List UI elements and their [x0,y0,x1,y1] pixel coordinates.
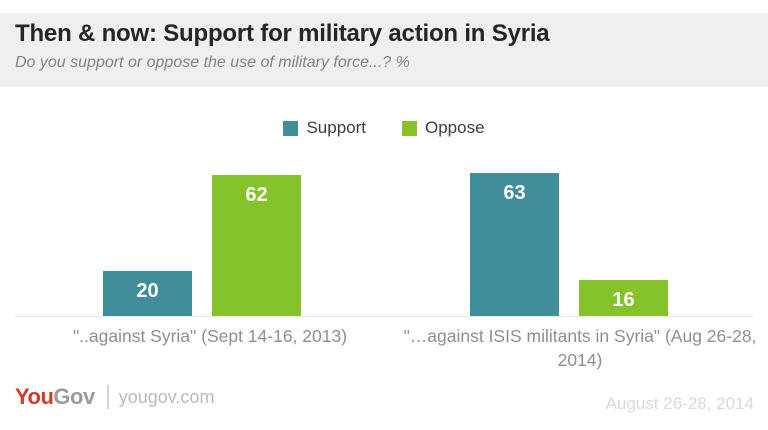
logo-site-text: yougov.com [118,386,215,407]
logo-you-text: You [15,384,54,409]
x-axis-label-2013: "..against Syria" (Sept 14-16, 2013) [72,326,348,346]
page-title: Then & now: Support for military action … [15,20,550,47]
bar-support-2014: 63 [470,173,559,316]
support-swatch-icon [283,120,299,136]
x-axis-label-2014: "…against ISIS militants in Syria" (Aug … [403,326,757,370]
legend-item-oppose: Oppose [402,118,485,138]
oppose-swatch-icon [402,120,417,136]
bar-value-support-2014: 63 [503,182,526,204]
bar-value-oppose-2014: 16 [612,289,635,311]
chart-legend: Support Oppose [0,118,768,138]
logo-separator [106,385,109,409]
yougov-logo: You Gov yougov.com [15,384,214,410]
plot-area: 20 62 63 16 [103,173,668,316]
bar-oppose-2014: 16 [579,280,668,316]
logo-gov-text: Gov [53,384,95,409]
legend-label-support: Support [306,118,366,137]
chart-subtitle: Do you support or oppose the use of mili… [15,54,410,71]
bar-value-oppose-2013: 62 [245,184,268,206]
legend-label-oppose: Oppose [425,118,485,137]
bar-value-support-2013: 20 [136,280,159,302]
bar-oppose-2013: 62 [212,175,301,316]
legend-item-support: Support [283,118,366,138]
survey-date-note: August 26-28, 2014 [605,394,754,413]
x-axis-line [14,316,754,317]
bar-support-2013: 20 [103,271,192,316]
chart-header: Then & now: Support for military action … [0,13,768,87]
